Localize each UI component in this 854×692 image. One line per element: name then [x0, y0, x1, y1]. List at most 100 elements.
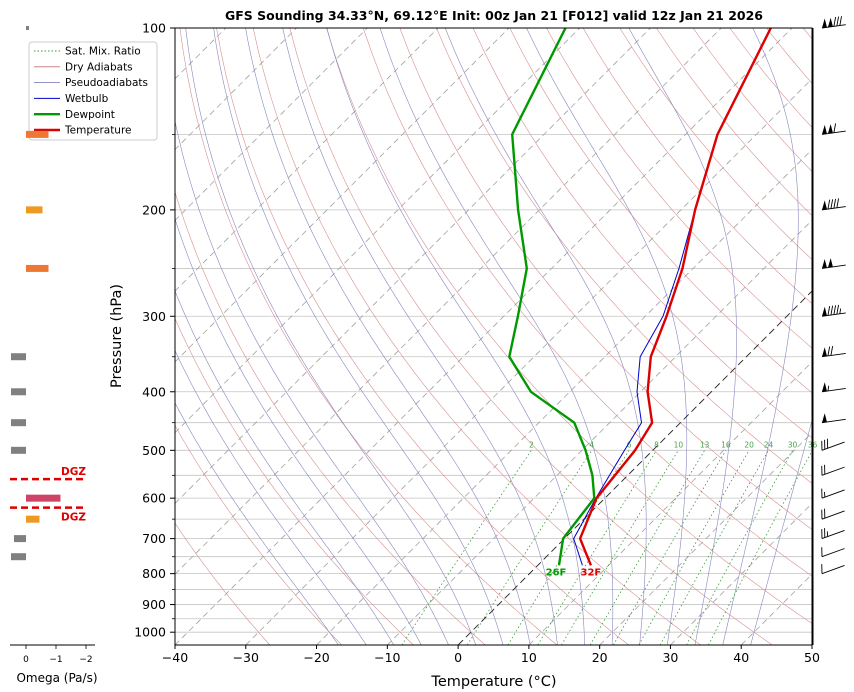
- mixing-ratio-line: [537, 450, 657, 645]
- wind-barb-flag: [822, 124, 827, 135]
- dry-adiabat-line: [289, 28, 773, 645]
- dry-adiabat-line: [216, 28, 629, 645]
- wind-barb-staff: [821, 565, 845, 575]
- isotherm-line: [740, 573, 812, 645]
- mixing-ratio-label: 24: [764, 440, 774, 449]
- wind-barb: [821, 464, 845, 476]
- dry-adiabat-line: [692, 28, 812, 172]
- wind-barb-full: [824, 508, 826, 519]
- omega-axis-label: Omega (Pa/s): [16, 671, 97, 685]
- wind-barb: [821, 198, 846, 211]
- dry-adiabat-line: [436, 28, 812, 484]
- omega-bar: [11, 388, 26, 396]
- legend-label: Temperature: [64, 125, 132, 137]
- dgz-bottom-label: DGZ: [61, 512, 86, 524]
- mixing-ratio-line: [401, 450, 532, 645]
- x-tick-label: −20: [303, 650, 329, 665]
- dry-adiabat-line: [619, 28, 812, 260]
- wind-barb: [821, 413, 846, 424]
- wind-barb-full: [821, 465, 823, 476]
- wind-barb-full: [826, 438, 829, 449]
- mixing-ratio-label: 30: [788, 440, 798, 449]
- wind-barb: [821, 258, 846, 269]
- omega-bar: [14, 535, 26, 543]
- legend-label: Pseudoadiabats: [65, 77, 148, 89]
- x-tick-label: −30: [233, 650, 259, 665]
- wind-barb-staff: [821, 529, 845, 540]
- wind-barb-flag: [827, 17, 833, 28]
- wind-barb-staff: [821, 466, 845, 476]
- x-tick-label: 0: [454, 650, 462, 665]
- x-tick-label: 30: [662, 650, 678, 665]
- y-tick-label: 600: [142, 491, 166, 506]
- wind-barb-half: [826, 531, 829, 537]
- wind-barb-full: [821, 529, 823, 539]
- omega-tick-label: −1: [49, 655, 62, 665]
- dry-adiabat-line: [472, 28, 812, 439]
- pseudoadiabat-line: [175, 290, 395, 645]
- isotherm-line: [245, 78, 812, 645]
- wind-barb-full: [827, 306, 831, 316]
- dry-adiabat-line: [175, 317, 414, 645]
- wind-barb-full: [830, 346, 834, 356]
- wind-barb-flag: [822, 200, 827, 210]
- pseudoadiabat-line: [444, 28, 647, 645]
- wind-barb-full: [821, 547, 823, 557]
- surface-labels: 26F 32F: [546, 567, 602, 578]
- dry-adiabat-line: [582, 28, 812, 305]
- dgz-top-label: DGZ: [61, 466, 86, 478]
- mixing-ratio-line: [613, 450, 727, 645]
- legend-box: [28, 41, 158, 141]
- y-tick-label: 1000: [134, 625, 166, 640]
- dry-adiabat-line: [802, 28, 812, 40]
- wind-barb-half: [824, 491, 826, 498]
- mixing-ratio-label: 2: [529, 440, 534, 449]
- omega-bar: [26, 206, 43, 214]
- legend-label: Sat. Mix. Ratio: [65, 46, 141, 58]
- x-axis-ticks: −40 −30 −20 −10 0 10 20 30 40 50: [162, 645, 820, 665]
- wind-barb-flag: [822, 413, 827, 423]
- wind-barb-flag: [827, 124, 833, 134]
- y-tick-label: 100: [142, 21, 166, 36]
- mixing-ratio-line: [589, 450, 705, 645]
- wind-barb-half: [839, 308, 842, 314]
- isotherm-line: [387, 219, 812, 645]
- dry-adiabats: [175, 28, 812, 645]
- isotherm-line: [599, 432, 812, 645]
- wind-barb-full: [836, 198, 840, 208]
- wind-barbs: [812, 16, 846, 645]
- isotherm-lines: [175, 28, 812, 645]
- x-tick-label: 20: [592, 650, 608, 665]
- pseudoadiabat-line: [722, 28, 799, 645]
- dewpoint-profile-line: [508, 28, 596, 566]
- background-guides: [175, 28, 812, 645]
- wind-barb-full: [833, 198, 837, 209]
- wind-barb-full: [824, 439, 826, 450]
- wind-barb-full: [821, 440, 823, 451]
- wind-barb: [821, 528, 845, 540]
- omega-bar: [26, 515, 40, 523]
- mixing-ratio-line: [638, 450, 750, 645]
- wind-barb: [821, 564, 845, 575]
- dry-adiabat-line: [656, 28, 812, 216]
- wind-barb: [821, 488, 845, 499]
- mixing-ratio-label: 16: [721, 440, 731, 449]
- mixing-ratio-label: 10: [674, 440, 684, 449]
- isotherm-line: [316, 148, 812, 645]
- y-tick-label: 800: [142, 566, 166, 581]
- surface-temperature-label: 32F: [581, 567, 602, 578]
- wind-barb-flag: [822, 347, 827, 357]
- pseudoadiabat-line: [245, 28, 531, 645]
- y-axis-ticks: 100 200 300 400 500 600 700 800 900 1000: [134, 21, 175, 640]
- surface-dewpoint-label: 26F: [546, 567, 567, 578]
- wind-barb-full: [821, 509, 823, 520]
- pseudoadiabat-line: [628, 28, 737, 645]
- mixing-ratio-labels: 246810131620243036: [529, 440, 817, 449]
- pseudoadiabat-line: [175, 119, 449, 645]
- omega-bar: [26, 494, 61, 502]
- pseudoadiabat-line: [326, 28, 585, 645]
- wind-barb-full: [830, 305, 834, 316]
- legend-label: Dry Adiabats: [65, 61, 133, 73]
- omega-ticks: 0 −1 −2: [23, 645, 93, 665]
